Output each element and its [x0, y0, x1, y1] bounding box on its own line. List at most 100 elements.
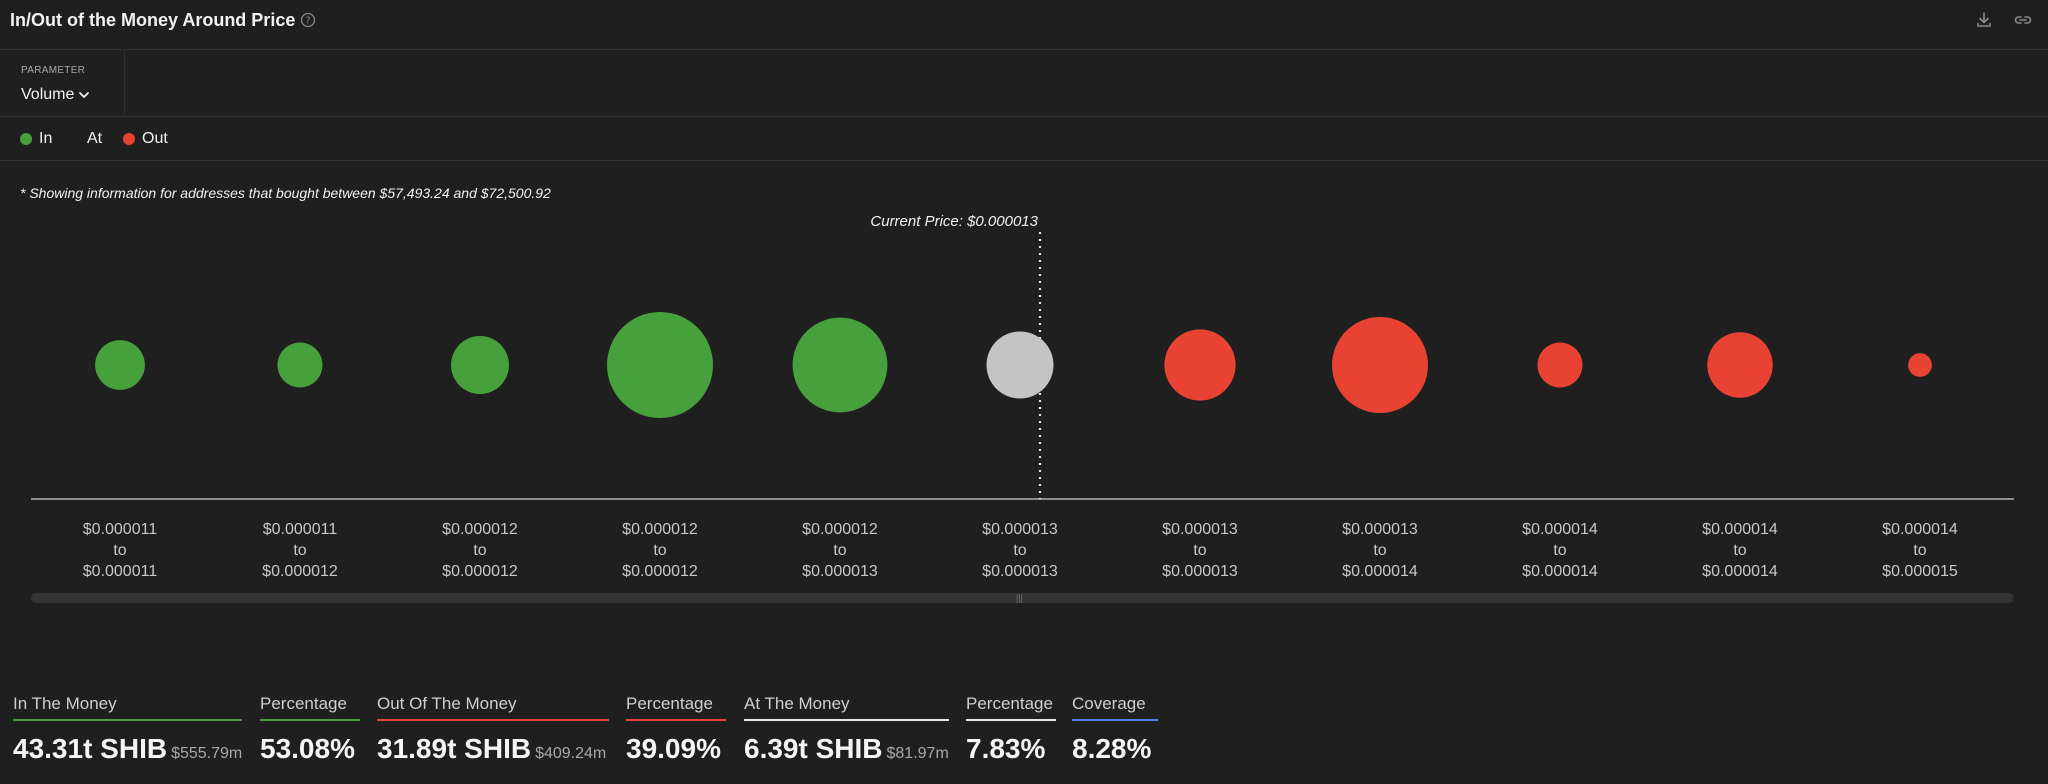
chart-scrollbar[interactable] [31, 593, 2014, 603]
stat-value: 6.39t SHIB [744, 733, 883, 764]
stat-label: Out Of The Money [377, 694, 517, 713]
stat-label: At The Money [744, 694, 850, 713]
tick-label-from: $0.000013 [1342, 521, 1418, 538]
tick-label-to: to [473, 542, 486, 559]
bubble-in [607, 312, 713, 418]
legend: In At Out [0, 117, 2048, 161]
parameter-box: PARAMETER Volume [0, 50, 125, 116]
tick-label-from: $0.000012 [802, 521, 878, 538]
tick-label-upper: $0.000011 [83, 563, 158, 580]
stat-in-percentage: Percentage 53.08% [260, 694, 360, 765]
stat-value: 8.28% [1072, 733, 1152, 764]
tick-label-to: to [1553, 542, 1566, 559]
parameter-bar: PARAMETER Volume [0, 50, 2048, 117]
bubble-in [451, 336, 509, 394]
bubble-out [1332, 317, 1428, 413]
legend-item-in[interactable]: In [20, 130, 52, 148]
tick-label-upper: $0.000015 [1882, 563, 1958, 580]
download-icon[interactable] [1974, 10, 1994, 30]
tick-label-upper: $0.000014 [1522, 563, 1598, 580]
legend-item-at[interactable]: At [87, 130, 102, 148]
stat-underline [966, 719, 1056, 721]
tick-label-from: $0.000013 [982, 521, 1058, 538]
stat-label: In The Money [13, 694, 117, 713]
tick-label-to: to [1013, 542, 1026, 559]
legend-label-in: In [39, 130, 53, 147]
tick-label-upper: $0.000012 [262, 563, 338, 580]
bubble-in [792, 317, 888, 413]
question-circle-icon[interactable]: ? [300, 12, 316, 28]
stat-label: Percentage [966, 694, 1053, 713]
legend-label-out: Out [142, 130, 168, 147]
tick-label-from: $0.000014 [1702, 521, 1778, 538]
tick-label-from: $0.000011 [83, 521, 158, 538]
legend-item-out[interactable]: Out [123, 130, 168, 148]
bubble-out [1908, 353, 1932, 377]
stat-value: 31.89t SHIB [377, 733, 532, 764]
tick-label-upper: $0.000013 [802, 563, 878, 580]
tick-label-to: to [833, 542, 846, 559]
legend-label-at: At [87, 130, 103, 147]
range-note: * Showing information for addresses that… [20, 185, 551, 201]
stat-value: 53.08% [260, 733, 355, 764]
bubble-out [1537, 342, 1583, 388]
bubble-chart: Current Price: $0.000013 $0.000011 to $0.00… [31, 213, 2014, 580]
bubble-in [95, 340, 145, 390]
stat-usd: $409.24m [535, 745, 607, 762]
bubble-out [1164, 329, 1236, 401]
tick-label-from: $0.000014 [1882, 521, 1958, 538]
tick-label-from: $0.000012 [622, 521, 698, 538]
stat-value: 7.83% [966, 733, 1046, 764]
stat-at-the-money: At The Money 6.39t SHIB $81.97m [744, 694, 949, 765]
stat-value: 39.09% [626, 733, 721, 764]
current-price-label: Current Price: $0.000013 [870, 213, 1038, 230]
stat-underline [260, 719, 360, 721]
scroll-grip-icon[interactable]: ||| [1016, 593, 1024, 603]
stat-value: 43.31t SHIB [13, 733, 168, 764]
tick-label-from: $0.000011 [263, 521, 338, 538]
parameter-value: Volume [21, 86, 75, 103]
parameter-select[interactable]: Volume [21, 86, 90, 104]
stat-underline [626, 719, 726, 721]
tick-label-to: to [1193, 542, 1206, 559]
header: In/Out of the Money Around Price ? [0, 0, 2048, 50]
parameter-label: PARAMETER [21, 65, 86, 76]
tick-label-upper: $0.000013 [982, 563, 1058, 580]
legend-dot-out [123, 133, 135, 145]
stat-label: Coverage [1072, 694, 1146, 713]
stat-underline [377, 719, 609, 721]
tick-label-from: $0.000013 [1162, 521, 1238, 538]
legend-dot-in [20, 133, 32, 145]
tick-label-to: to [653, 542, 666, 559]
tick-label-to: to [1733, 542, 1746, 559]
stat-in-the-money: In The Money 43.31t SHIB $555.79m [13, 694, 242, 765]
bubble-out [1707, 332, 1773, 398]
stat-out-percentage: Percentage 39.09% [626, 694, 726, 765]
tick-label-upper: $0.000012 [442, 563, 518, 580]
stat-out-of-the-money: Out Of The Money 31.89t SHIB $409.24m [377, 694, 609, 765]
stat-at-percentage: Percentage 7.83% [966, 694, 1056, 765]
tick-label-upper: $0.000012 [622, 563, 698, 580]
stat-underline [1072, 719, 1158, 721]
svg-text:?: ? [305, 16, 310, 27]
tick-label-from: $0.000012 [442, 521, 518, 538]
tick-label-to: to [113, 542, 126, 559]
tick-label-upper: $0.000014 [1342, 563, 1418, 580]
link-icon[interactable] [2013, 10, 2033, 30]
stat-coverage: Coverage 8.28% [1072, 694, 1158, 765]
stat-label: Percentage [626, 694, 713, 713]
stat-underline [13, 719, 242, 721]
tick-label-to: to [1373, 542, 1386, 559]
chevron-down-icon [79, 92, 90, 98]
tick-label-to: to [293, 542, 306, 559]
page-title: In/Out of the Money Around Price [10, 10, 296, 30]
stat-usd: $555.79m [171, 745, 243, 762]
stat-label: Percentage [260, 694, 347, 713]
stat-underline [744, 719, 949, 721]
bubble-at [986, 331, 1054, 399]
tick-label-upper: $0.000013 [1162, 563, 1238, 580]
tick-label-to: to [1913, 542, 1926, 559]
tick-label-from: $0.000014 [1522, 521, 1598, 538]
stat-usd: $81.97m [886, 745, 949, 762]
bubble-in [277, 342, 323, 388]
